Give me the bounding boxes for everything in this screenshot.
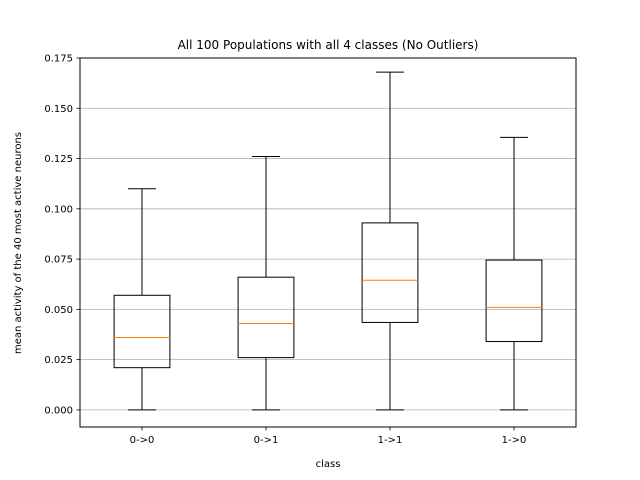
box-1	[113, 188, 171, 411]
box-2	[237, 156, 295, 411]
y-tick-label: 0.100	[44, 204, 73, 215]
plot-frame	[79, 57, 577, 428]
box-body	[237, 276, 295, 359]
y-tick-label: 0.150	[44, 104, 73, 115]
box-body	[113, 294, 171, 369]
y-tick-label: 0.075	[44, 255, 73, 266]
x-axis-label: class	[316, 459, 341, 470]
grid-lines	[80, 57, 576, 411]
boxes	[113, 71, 543, 411]
y-tick-label: 0.175	[44, 54, 73, 65]
y-tick-label: 0.125	[44, 154, 73, 165]
x-axis-ticks: 0->0 0->1 1->1 1->0	[130, 427, 527, 446]
chart-title: All 100 Populations with all 4 classes (…	[178, 38, 479, 52]
y-tick-label: 0.025	[44, 355, 73, 366]
box-body	[361, 222, 419, 323]
y-tick-label: 0.050	[44, 305, 73, 316]
x-tick-label: 1->0	[502, 435, 527, 446]
y-axis-ticks: 0.000 0.025 0.050 0.075 0.100 0.125 0.150 0.175	[44, 54, 80, 416]
box-3	[361, 71, 419, 411]
y-axis-label: mean activity of the 40 most active neur…	[13, 132, 24, 354]
box-body	[485, 259, 543, 343]
x-tick-label: 0->0	[130, 435, 155, 446]
y-tick-label: 0.000	[44, 405, 73, 416]
x-tick-label: 1->1	[378, 435, 403, 446]
box-4	[485, 136, 543, 411]
x-tick-label: 0->1	[254, 435, 279, 446]
